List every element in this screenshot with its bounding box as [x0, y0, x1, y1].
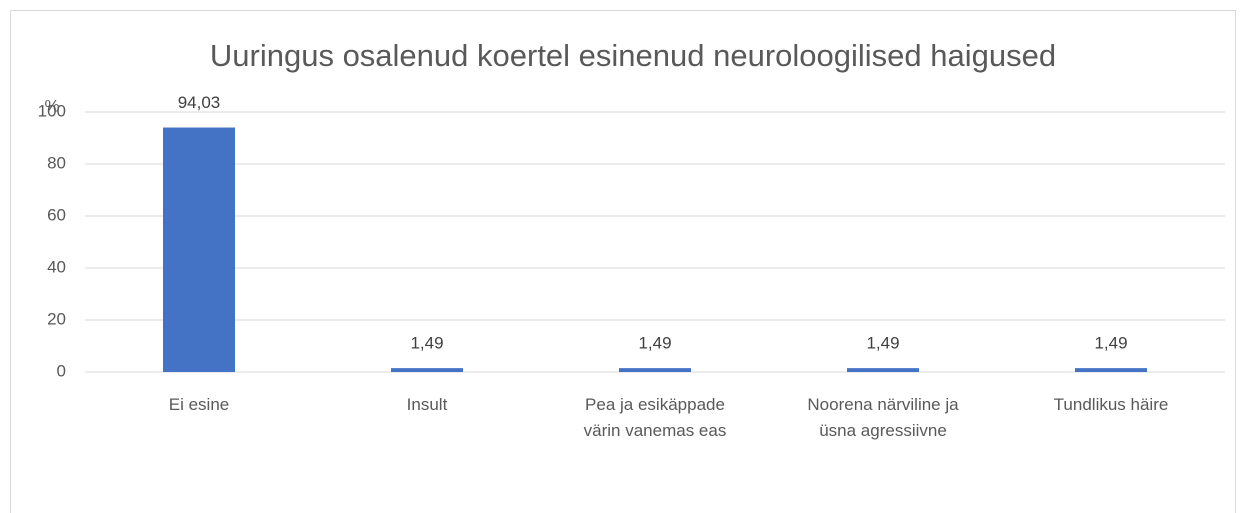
y-tick-label: 60 [47, 205, 66, 224]
chart-title: Uuringus osalenud koertel esinenud neuro… [210, 38, 1056, 73]
y-tick-label: 100 [38, 101, 66, 120]
data-label: 1,49 [1094, 334, 1127, 353]
bar [619, 368, 691, 372]
x-tick-label: Noorena närviline ja üsna agressiivne [807, 395, 959, 440]
y-tick-label: 0 [57, 361, 66, 380]
y-tick-label: 40 [47, 257, 66, 276]
y-tick-label: 80 [47, 153, 66, 172]
y-tick-label: 20 [47, 309, 66, 328]
bar [391, 368, 463, 372]
y-axis-label: % [44, 96, 59, 115]
bar [163, 127, 235, 372]
x-tick-label: Insult [406, 395, 448, 414]
x-tick-label: Ei esine [168, 395, 230, 414]
bar [847, 368, 919, 372]
data-label: 94,03 [178, 93, 221, 112]
bar [1075, 368, 1147, 372]
data-label: 1,49 [638, 334, 671, 353]
x-tick-label: Tundlikus häire [1053, 395, 1169, 414]
x-tick-label: Pea ja esikäppade värin vanemas eas [583, 395, 727, 440]
chart-frame [10, 10, 1236, 513]
data-label: 1,49 [866, 334, 899, 353]
data-label: 1,49 [410, 334, 443, 353]
